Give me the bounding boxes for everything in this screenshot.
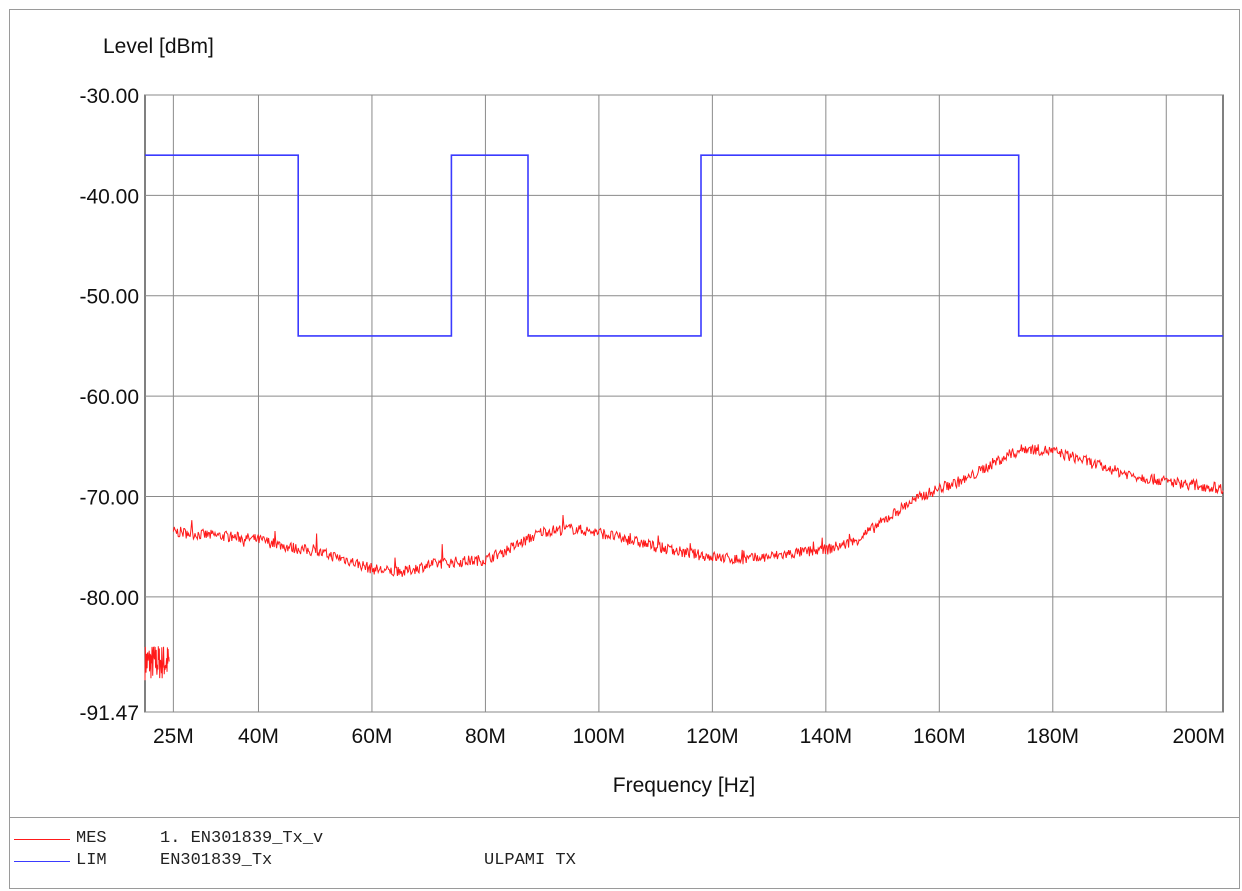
grid [145, 94, 1223, 713]
y-axis-label: Level [dBm] [103, 35, 214, 58]
legend-code: LIM [76, 851, 107, 870]
x-tick-label: 140M [800, 725, 853, 748]
legend-name: EN301839_Tx [160, 851, 273, 870]
y-tick-label: -30.00 [79, 85, 139, 108]
x-tick-label: 160M [913, 725, 966, 748]
legend-entry: LIM EN301839_Tx ULPAMI TX [14, 851, 714, 871]
x-tick-label: 40M [238, 725, 279, 748]
x-tick-label: 200M [1172, 725, 1225, 748]
y-tick-label: -70.00 [79, 486, 139, 509]
legend-note: ULPAMI TX [484, 851, 576, 870]
y-tick-label: -40.00 [79, 185, 139, 208]
legend-entry: MES 1. EN301839_Tx_v [14, 829, 714, 849]
x-tick-label: 180M [1027, 725, 1080, 748]
x-tick-label: 60M [352, 725, 393, 748]
y-tick-label: -91.47 [79, 702, 139, 725]
chart: -30.00 -40.00 -50.00 -60.00 -70.00 -80.00 -91.… [79, 35, 1225, 797]
legend-swatch [14, 839, 70, 840]
measurement-cluster [144, 646, 170, 681]
y-tick-label: -80.00 [79, 587, 139, 610]
legend-separator [9, 817, 1240, 818]
limit-line [145, 154, 1223, 337]
legend-code: MES [76, 829, 107, 848]
y-axis: -30.00 -40.00 -50.00 -60.00 -70.00 -80.00 -91.… [79, 85, 139, 725]
x-tick-label: 120M [686, 725, 739, 748]
series-layer [144, 154, 1224, 681]
x-tick-label: 25M [153, 725, 194, 748]
legend-name: 1. EN301839_Tx_v [160, 829, 324, 848]
plot-area [144, 94, 1224, 713]
y-tick-label: -60.00 [79, 386, 139, 409]
x-axis: 25M 40M 60M 80M 100M 120M 140M 160M 180M 200M [153, 725, 1225, 748]
x-tick-label: 100M [573, 725, 626, 748]
y-tick-label: -50.00 [79, 286, 139, 309]
measurement-line [172, 443, 1224, 577]
x-tick-label: 80M [465, 725, 506, 748]
x-axis-label: Frequency [Hz] [613, 774, 755, 797]
legend-swatch [14, 861, 70, 862]
